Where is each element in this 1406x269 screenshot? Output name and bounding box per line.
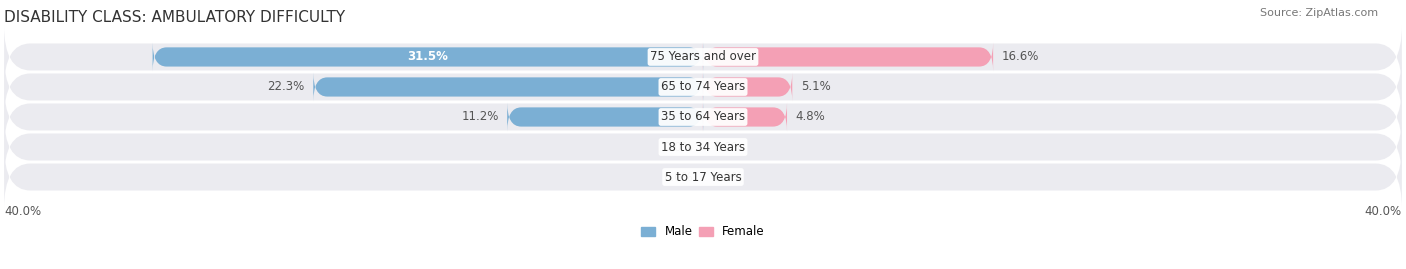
Text: 0.0%: 0.0% (662, 171, 693, 183)
FancyBboxPatch shape (703, 102, 787, 131)
Text: 65 to 74 Years: 65 to 74 Years (661, 80, 745, 93)
FancyBboxPatch shape (4, 115, 1402, 179)
Text: 35 to 64 Years: 35 to 64 Years (661, 111, 745, 123)
Text: 11.2%: 11.2% (461, 111, 499, 123)
Text: 40.0%: 40.0% (1365, 205, 1402, 218)
FancyBboxPatch shape (314, 73, 703, 101)
Text: Source: ZipAtlas.com: Source: ZipAtlas.com (1260, 8, 1378, 18)
Text: 5.1%: 5.1% (801, 80, 831, 93)
Text: 0.0%: 0.0% (662, 140, 693, 154)
Text: 0.0%: 0.0% (713, 171, 744, 183)
Text: 16.6%: 16.6% (1001, 51, 1039, 63)
Text: 22.3%: 22.3% (267, 80, 305, 93)
FancyBboxPatch shape (4, 26, 1402, 89)
Text: 4.8%: 4.8% (796, 111, 825, 123)
FancyBboxPatch shape (703, 73, 792, 101)
Legend: Male, Female: Male, Female (637, 221, 769, 243)
Text: DISABILITY CLASS: AMBULATORY DIFFICULTY: DISABILITY CLASS: AMBULATORY DIFFICULTY (4, 10, 346, 26)
FancyBboxPatch shape (153, 43, 703, 71)
FancyBboxPatch shape (508, 102, 703, 131)
FancyBboxPatch shape (703, 43, 993, 71)
Text: 18 to 34 Years: 18 to 34 Years (661, 140, 745, 154)
FancyBboxPatch shape (4, 86, 1402, 148)
FancyBboxPatch shape (4, 55, 1402, 118)
Text: 40.0%: 40.0% (4, 205, 41, 218)
Text: 0.0%: 0.0% (713, 140, 744, 154)
Text: 5 to 17 Years: 5 to 17 Years (665, 171, 741, 183)
Text: 75 Years and over: 75 Years and over (650, 51, 756, 63)
FancyBboxPatch shape (4, 146, 1402, 208)
Text: 31.5%: 31.5% (408, 51, 449, 63)
